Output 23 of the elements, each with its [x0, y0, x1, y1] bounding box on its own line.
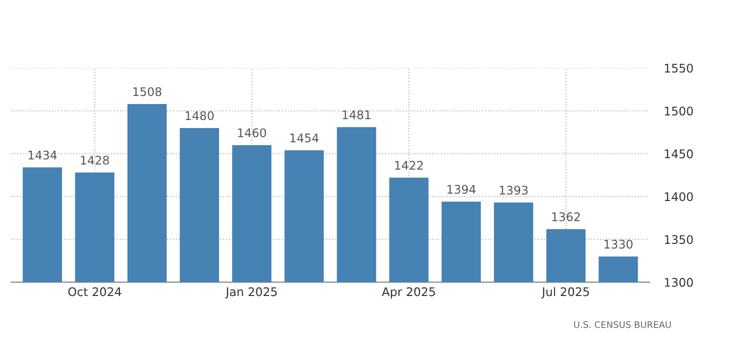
data-label: 1434 — [28, 150, 57, 160]
y-tick-label: 1400 — [664, 192, 693, 202]
data-label: 1330 — [604, 240, 633, 249]
data-label: 1428 — [80, 156, 109, 165]
y-tick-label: 1500 — [664, 106, 693, 116]
data-label: 1460 — [238, 128, 266, 138]
data-label: 1422 — [395, 160, 423, 170]
data-label: 1454 — [290, 134, 319, 142]
y-tick-label: 1550 — [664, 64, 693, 73]
y-tick-label: 1300 — [664, 278, 693, 287]
data-label: 1393 — [500, 186, 528, 195]
data-label: 1508 — [133, 87, 162, 96]
data-label: 1362 — [552, 212, 580, 222]
x-tick-label: Jan 2025 — [225, 287, 277, 298]
y-tick-label: 1450 — [664, 149, 693, 158]
x-tick-label: Apr 2025 — [382, 287, 435, 298]
data-label: 1394 — [447, 184, 476, 194]
y-tick-label: 1350 — [664, 235, 693, 244]
x-tick-label: Jul 2025 — [541, 287, 589, 298]
x-tick-label: Oct 2024 — [68, 287, 122, 296]
data-label: 1480 — [186, 111, 214, 120]
data-label: 1481 — [342, 110, 370, 120]
text: U.S. CENSUS BUREAU — [574, 321, 671, 328]
